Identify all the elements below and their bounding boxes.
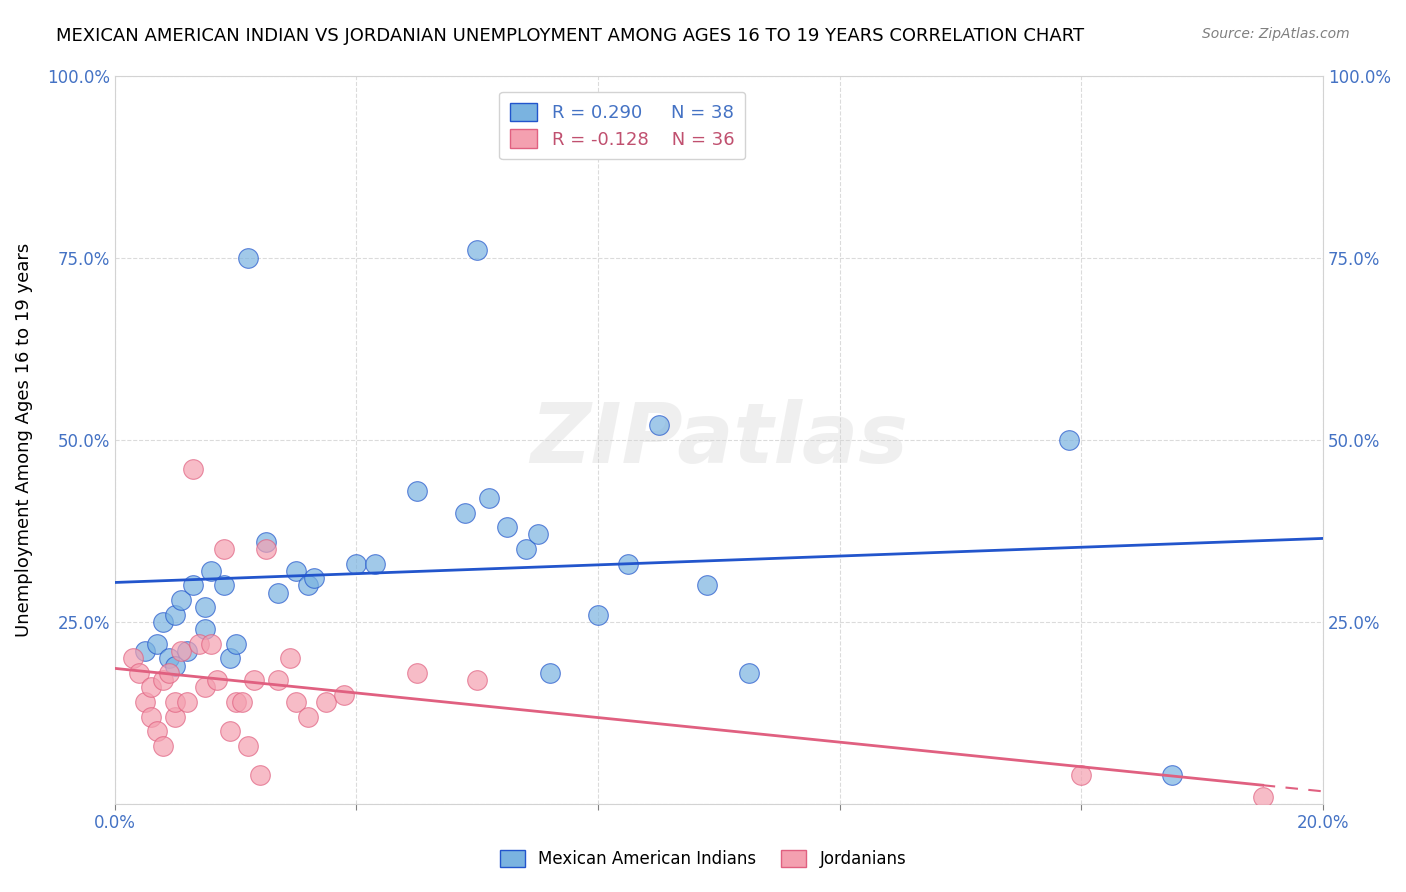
Point [738,665,761,680]
Point [194,681,217,695]
Point [207,673,229,687]
Y-axis label: Unemployment Among Ages 16 to 19 years: Unemployment Among Ages 16 to 19 years [15,243,32,637]
Point [285,695,308,709]
Point [170,644,193,658]
Point [526,527,548,541]
Legend: R = 0.290     N = 38, R = -0.128    N = 36: R = 0.290 N = 38, R = -0.128 N = 36 [499,92,745,160]
Point [454,506,477,520]
Point [200,564,222,578]
Legend: Mexican American Indians, Jordanians: Mexican American Indians, Jordanians [494,843,912,875]
Point [586,607,609,622]
Point [200,637,222,651]
Point [696,578,718,592]
Point [647,418,669,433]
Point [302,571,325,585]
Point [212,578,235,592]
Point [465,673,488,687]
Point [194,622,217,636]
Point [242,673,264,687]
Point [1070,768,1092,782]
Point [188,637,211,651]
Point [333,688,356,702]
Point [254,541,277,556]
Point [122,651,145,665]
Point [236,739,259,753]
Text: Source: ZipAtlas.com: Source: ZipAtlas.com [1202,27,1350,41]
Point [225,637,247,651]
Point [236,251,259,265]
Point [157,665,180,680]
Point [297,709,319,723]
Point [165,607,187,622]
Point [218,724,240,739]
Point [181,462,204,476]
Point [165,658,187,673]
Point [617,557,640,571]
Point [249,768,271,782]
Point [285,564,308,578]
Point [278,651,301,665]
Point [267,585,290,599]
Point [146,724,169,739]
Point [538,665,561,680]
Point [181,578,204,592]
Point [139,709,162,723]
Point [225,695,247,709]
Point [176,644,198,658]
Point [218,651,240,665]
Point [165,695,187,709]
Point [267,673,290,687]
Point [297,578,319,592]
Point [363,557,385,571]
Point [1251,789,1274,804]
Point [515,541,537,556]
Point [152,673,174,687]
Point [212,541,235,556]
Point [346,557,368,571]
Point [152,615,174,629]
Point [152,739,174,753]
Point [146,637,169,651]
Point [128,665,150,680]
Point [496,520,519,534]
Point [465,244,488,258]
Point [165,709,187,723]
Point [170,593,193,607]
Point [1161,768,1184,782]
Point [1059,433,1081,447]
Point [134,644,156,658]
Point [139,681,162,695]
Point [157,651,180,665]
Text: ZIPatlas: ZIPatlas [530,400,908,480]
Point [254,534,277,549]
Point [231,695,253,709]
Point [405,665,427,680]
Point [194,600,217,615]
Text: MEXICAN AMERICAN INDIAN VS JORDANIAN UNEMPLOYMENT AMONG AGES 16 TO 19 YEARS CORR: MEXICAN AMERICAN INDIAN VS JORDANIAN UNE… [56,27,1084,45]
Point [405,483,427,498]
Point [478,491,501,505]
Point [315,695,337,709]
Point [176,695,198,709]
Point [134,695,156,709]
